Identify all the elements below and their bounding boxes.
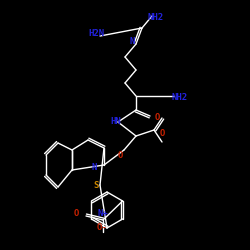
Text: N+: N+ bbox=[97, 208, 108, 218]
Text: N: N bbox=[130, 38, 136, 46]
Text: O: O bbox=[155, 112, 160, 122]
Text: NH2: NH2 bbox=[148, 14, 164, 22]
Text: H2N: H2N bbox=[88, 30, 104, 38]
Text: O: O bbox=[160, 128, 166, 138]
Text: NH2: NH2 bbox=[172, 94, 188, 102]
Text: O: O bbox=[74, 208, 80, 218]
Text: O-: O- bbox=[97, 224, 108, 232]
Text: O: O bbox=[118, 150, 124, 160]
Text: S: S bbox=[93, 180, 98, 190]
Text: HN: HN bbox=[110, 118, 121, 126]
Text: N: N bbox=[92, 164, 98, 172]
